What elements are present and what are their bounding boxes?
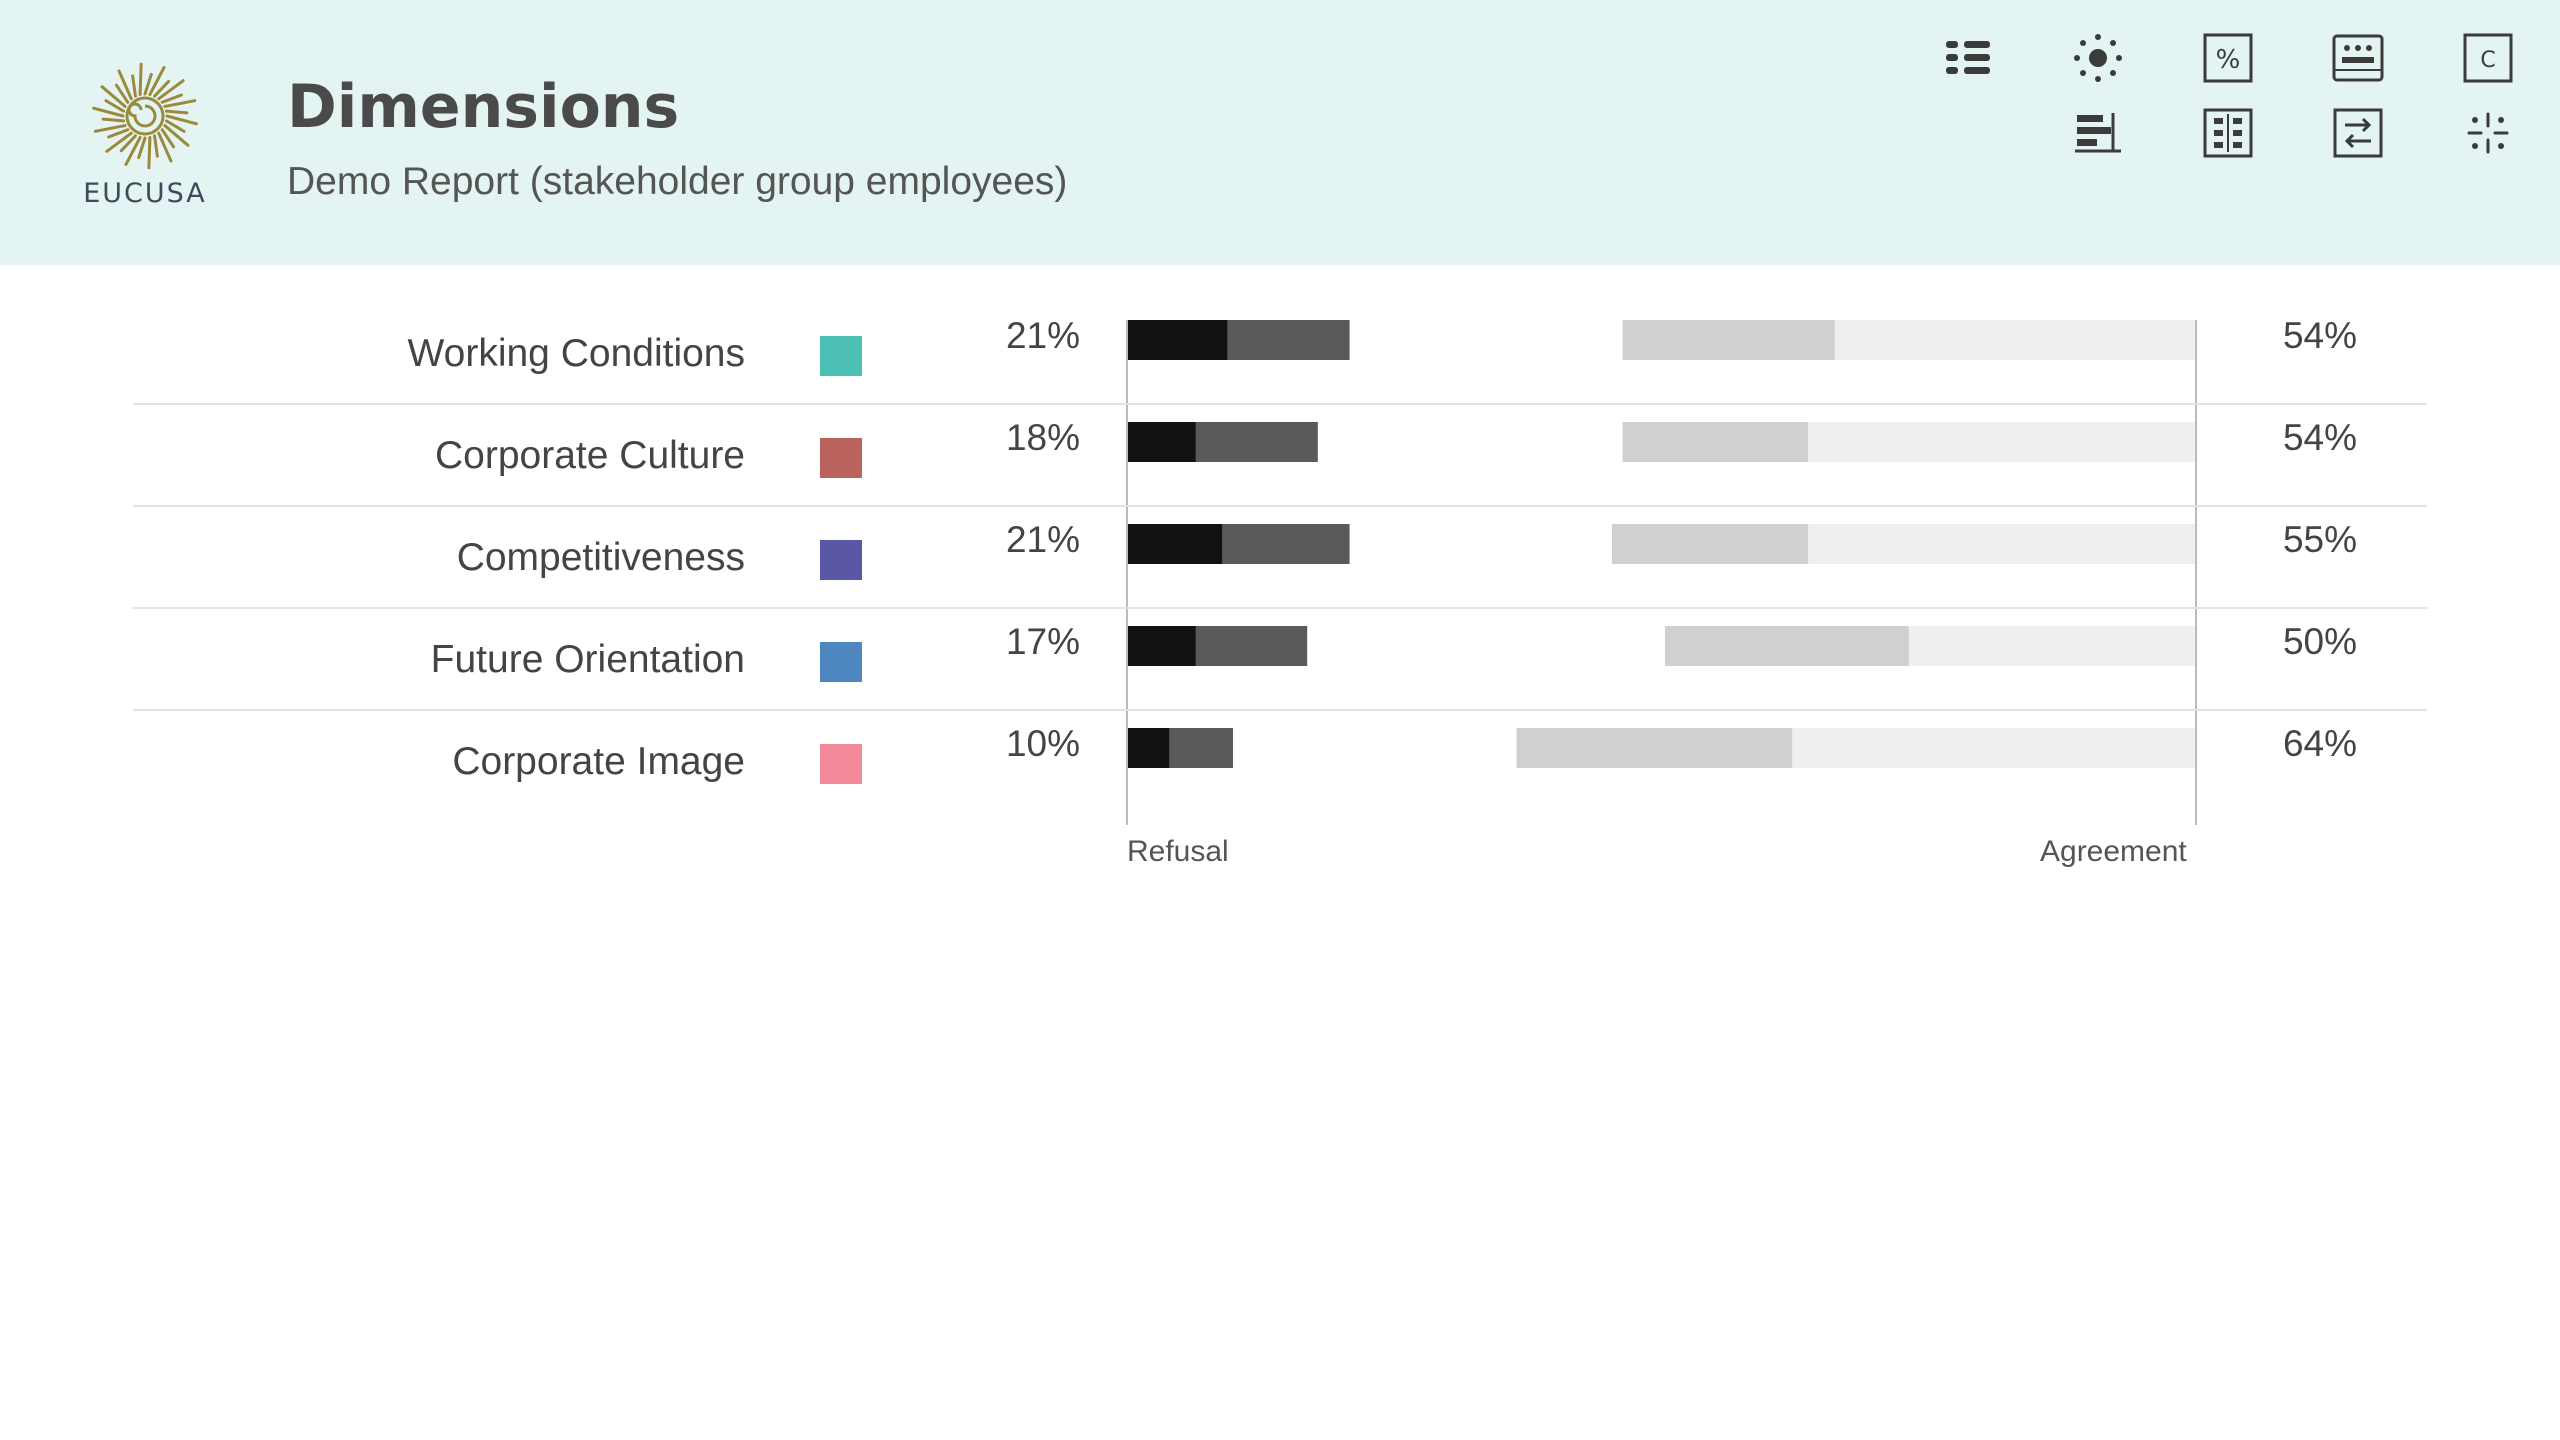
refusal-axis-line (1126, 320, 1128, 825)
eucusa-logo: EUCUSA (70, 60, 220, 210)
refusal-percent-label: 10% (1005, 723, 1080, 764)
refusal-percent-label: 18% (1005, 417, 1080, 458)
page-subtitle: Demo Report (stakeholder group employees… (287, 160, 1068, 203)
list-icon[interactable] (1940, 30, 1996, 86)
row-label: Future Orientation (430, 638, 745, 681)
agreement-strong-bar (1516, 728, 1793, 768)
refusal-strong-bar (1127, 728, 1170, 768)
logo-text: EUCUSA (83, 178, 207, 209)
svg-text:%: % (2216, 45, 2241, 75)
agreement-percent-label: 54% (2282, 315, 2358, 356)
row-color-swatch (820, 438, 862, 478)
row-divider (133, 709, 2427, 711)
table-icon[interactable] (2330, 30, 2386, 86)
bar-align-icon[interactable] (2070, 105, 2126, 161)
sparkle-icon[interactable] (2460, 105, 2516, 161)
row-label: Corporate Image (452, 740, 745, 783)
refusal-percent-label: 21% (1005, 315, 1080, 356)
refusal-weak-bar (1222, 524, 1350, 564)
row-color-swatch (820, 540, 862, 580)
axis-label-agreement: Agreement (2040, 835, 2187, 868)
swap-icon[interactable] (2330, 105, 2386, 161)
agreement-strong-bar (1612, 524, 1809, 564)
agreement-strong-bar (1622, 422, 1809, 462)
bars-svg (1127, 320, 2195, 768)
agreement-strong-bar (1665, 626, 1909, 666)
row-label: Corporate Culture (435, 434, 745, 477)
refusal-weak-bar (1227, 320, 1350, 360)
refusal-weak-bar (1195, 626, 1308, 666)
row-color-swatch (820, 744, 862, 784)
row-label: Competitiveness (456, 536, 745, 579)
row-label: Working Conditions (407, 332, 745, 375)
sun-logo-icon (92, 62, 198, 170)
agreement-percent-label: 50% (2282, 621, 2358, 662)
refusal-strong-bar (1127, 320, 1228, 360)
row-divider (133, 403, 2427, 405)
svg-text:C: C (2480, 48, 2495, 73)
percent-icon[interactable]: % (2200, 30, 2256, 86)
refusal-percent-label: 21% (1005, 519, 1080, 560)
refusal-strong-bar (1127, 626, 1196, 666)
grid-icon[interactable] (2200, 105, 2256, 161)
report-header: EUCUSA Dimensions Demo Report (stakehold… (0, 0, 2560, 265)
refusal-strong-bar (1127, 422, 1196, 462)
agreement-axis-line (2195, 320, 2197, 825)
agreement-strong-bar (1622, 320, 1835, 360)
refusal-percent-label: 17% (1005, 621, 1080, 662)
row-color-swatch (820, 642, 862, 682)
agreement-percent-label: 64% (2282, 723, 2358, 764)
agreement-percent-label: 54% (2282, 417, 2358, 458)
page-title: Dimensions (287, 72, 680, 142)
row-color-swatch (820, 336, 862, 376)
agreement-percent-label: 55% (2282, 519, 2358, 560)
refusal-strong-bar (1127, 524, 1223, 564)
refusal-weak-bar (1195, 422, 1318, 462)
c-box-icon[interactable]: C (2460, 30, 2516, 86)
row-divider (133, 505, 2427, 507)
axis-label-refusal: Refusal (1127, 835, 1229, 868)
sun-icon[interactable] (2070, 30, 2126, 86)
toolbar: % C (1940, 30, 2520, 170)
refusal-weak-bar (1169, 728, 1233, 768)
dimensions-chart: Working Conditions 21% 54% Corporate Cultur… (0, 265, 2560, 965)
row-divider (133, 607, 2427, 609)
